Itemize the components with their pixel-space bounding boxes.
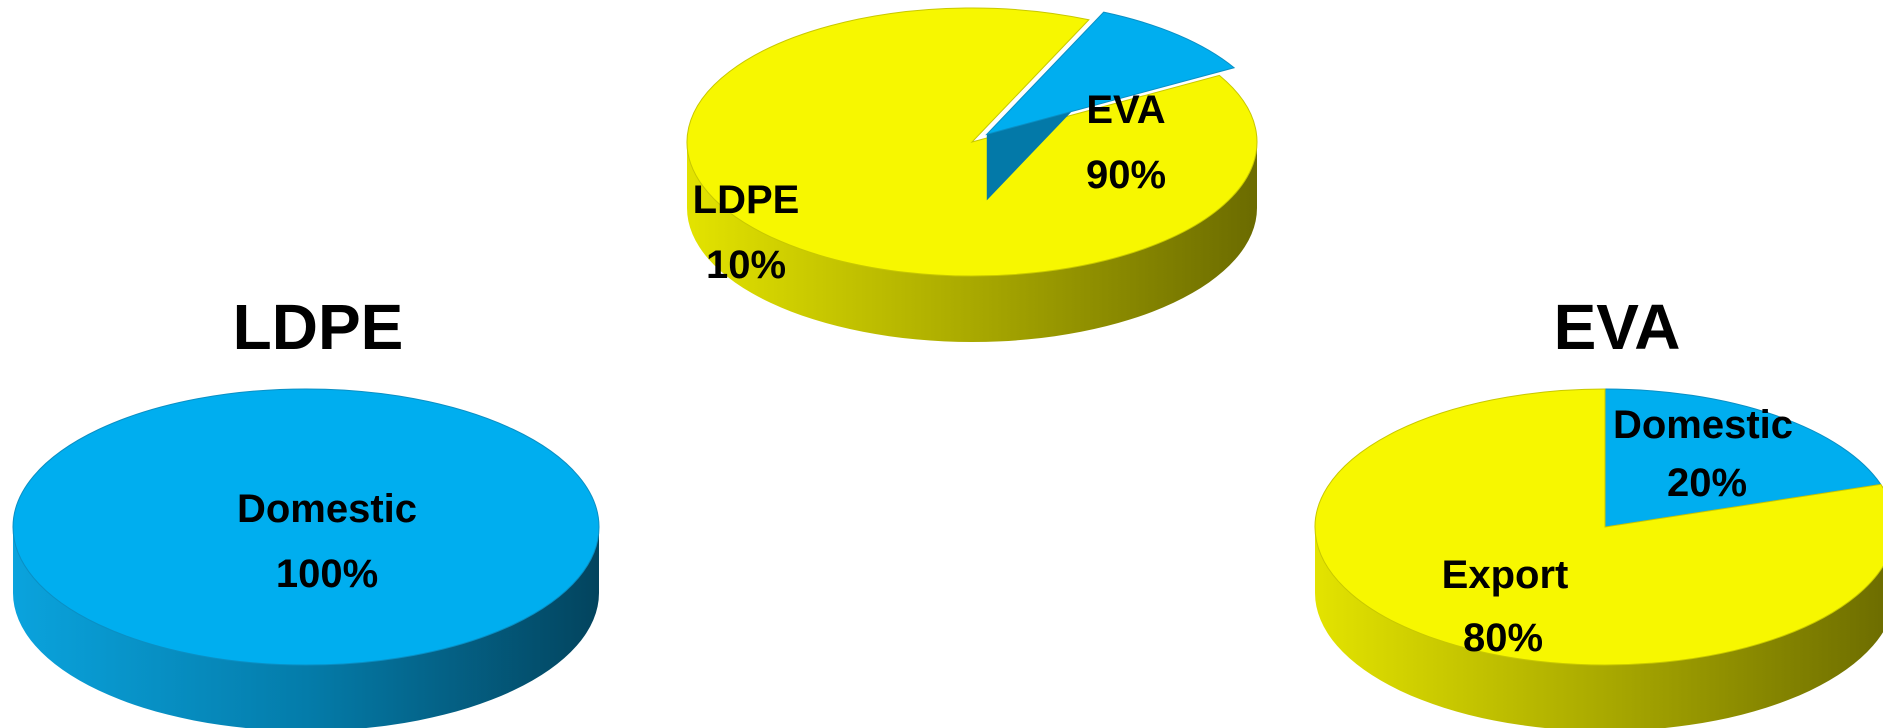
slice-label-eva-domestic: Domestic	[1613, 403, 1793, 447]
slice-value-ldpe-domestic: 100%	[276, 552, 378, 596]
chart-title-eva: EVA	[1554, 291, 1681, 363]
pie-eva: EVA Domestic 20% Export 80%	[1314, 291, 1883, 728]
eva-slice-domestic	[1604, 388, 1882, 528]
slice-label-ldpe: LDPE	[693, 178, 800, 222]
pie-eva-slices	[1314, 388, 1883, 728]
pie-ldpe: LDPE Domestic 100%	[12, 291, 600, 728]
eva-top-export	[1314, 388, 1883, 666]
pie-overall-slices	[686, 7, 1258, 342]
overall-top-ldpe	[985, 11, 1236, 136]
overall-slice-ldpe	[985, 11, 1236, 201]
chart-title-ldpe: LDPE	[233, 291, 404, 363]
slice-label-eva: EVA	[1086, 88, 1165, 132]
slice-value-eva: 90%	[1086, 153, 1166, 197]
overall-top-eva	[686, 7, 1258, 277]
pie-overall: EVA 90% LDPE 10%	[686, 7, 1258, 342]
ldpe-top-domestic	[12, 388, 600, 666]
eva-slice-export	[1314, 388, 1883, 728]
slice-value-eva-domestic: 20%	[1667, 461, 1747, 505]
slice-label-ldpe-domestic: Domestic	[237, 487, 417, 531]
slice-value-eva-export: 80%	[1463, 616, 1543, 660]
slice-label-eva-export: Export	[1442, 553, 1569, 597]
eva-top-domestic	[1604, 388, 1882, 528]
ldpe-side-domestic	[13, 527, 599, 728]
eva-side-export	[1315, 527, 1883, 728]
pie-ldpe-slices	[12, 388, 600, 728]
slice-value-ldpe: 10%	[706, 243, 786, 287]
overall-side-eva	[687, 142, 1257, 342]
ldpe-slice-domestic	[12, 388, 600, 728]
overall-slice-eva	[686, 7, 1258, 342]
